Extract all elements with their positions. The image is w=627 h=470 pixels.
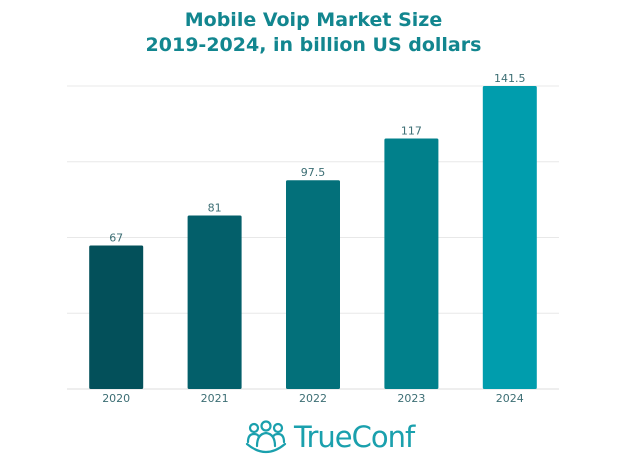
bar-2020 <box>89 245 144 389</box>
bar-2022 <box>286 180 340 389</box>
chart-subtitle: 2019-2024, in billion US dollars <box>145 34 482 56</box>
x-tick-label: 2024 <box>496 392 524 405</box>
bar-2024 <box>482 86 537 389</box>
data-label: 97.5 <box>301 166 326 179</box>
data-label: 141.5 <box>494 72 526 85</box>
x-tick-label: 2020 <box>102 392 130 405</box>
data-label: 67 <box>109 232 123 245</box>
chart-title: Mobile Voip Market Size 2019-2024, in bi… <box>0 8 627 58</box>
bar-2021 <box>187 215 242 389</box>
chart-title-line: Mobile Voip Market Size <box>184 9 443 31</box>
x-tick-label: 2021 <box>201 392 229 405</box>
data-label: 117 <box>401 124 422 137</box>
data-label: 81 <box>208 202 222 215</box>
trueconf-logo: TrueConf <box>244 420 415 454</box>
x-tick-label: 2022 <box>299 392 327 405</box>
bar-2023 <box>384 138 439 389</box>
logo-text: TrueConf <box>294 420 415 454</box>
bar-chart: 67 2020 81 2021 97.5 2022 117 2023 141.5 2024 <box>67 72 559 405</box>
people-group-icon <box>245 420 287 454</box>
x-tick-label: 2023 <box>397 392 425 405</box>
